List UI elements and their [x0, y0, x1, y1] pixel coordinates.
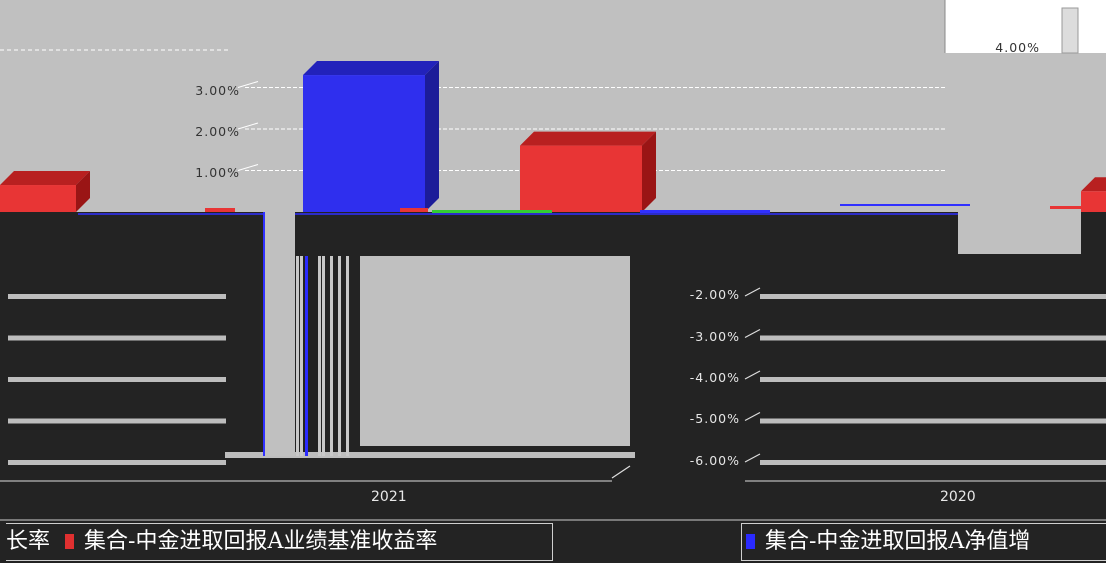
- legend-left-text: 长率: [6, 529, 51, 554]
- gridline: [8, 377, 226, 382]
- gridline: [760, 335, 1106, 341]
- gridline: [760, 418, 1106, 424]
- bar-small-blue: [840, 204, 970, 206]
- inset-bar: [1061, 7, 1079, 54]
- bar-left-benchmark-top: [0, 171, 90, 186]
- tick-mark: [744, 453, 761, 463]
- legend-series-label: 集合-中金进取回报A业绩基准收益率: [84, 529, 438, 554]
- bar-stripe: [305, 256, 308, 456]
- y-tick-label: 1.00%: [195, 165, 240, 180]
- bar-small-red: [205, 208, 235, 212]
- gridline: [8, 418, 226, 424]
- legend-left: 长率 集合-中金进取回报A业绩基准收益率: [6, 523, 553, 561]
- bar-small-blue: [640, 210, 770, 213]
- zero-band: [958, 212, 1081, 254]
- y-tick-label: 4.00%: [995, 40, 1040, 55]
- tick-mark: [237, 122, 259, 130]
- bar-small-red: [400, 208, 428, 212]
- bar-stripe: [338, 256, 341, 456]
- tick-mark: [744, 370, 761, 380]
- legend-series-label: 集合-中金进取回报A净值增: [765, 529, 1031, 554]
- gridline: [760, 294, 1106, 299]
- floor-line: [225, 452, 635, 458]
- zero-band: [78, 214, 264, 254]
- tick-mark: [237, 81, 259, 88]
- bar-small-red: [1050, 206, 1106, 209]
- bar-stripe: [330, 256, 333, 456]
- y-tick-label: -5.00%: [689, 411, 740, 426]
- gridline: [760, 377, 1106, 382]
- bar-small-green: [432, 210, 552, 213]
- bar-2021-benchmark-top: [520, 131, 656, 146]
- bar-2020-benchmark-top: [1081, 177, 1106, 192]
- y-tick-label: -6.00%: [689, 453, 740, 468]
- bar-2021-benchmark-side: [642, 131, 656, 212]
- top-right-inset: [945, 0, 1106, 53]
- y-tick-label: -4.00%: [689, 370, 740, 385]
- tick-mark: [237, 164, 259, 171]
- bar-2021-nav: [303, 75, 425, 212]
- legend-right: 集合-中金进取回报A净值增: [741, 523, 1106, 561]
- y-tick-label: -3.00%: [689, 329, 740, 344]
- bar-stripe: [265, 212, 295, 456]
- gridline: [8, 294, 226, 299]
- x-tick-label: 2021: [371, 489, 407, 505]
- bar-stripe: [300, 256, 303, 456]
- bar-stripe: [263, 212, 265, 456]
- legend-swatch-red: [65, 534, 75, 549]
- tick-mark: [744, 328, 761, 339]
- y-tick-label: -2.00%: [689, 287, 740, 302]
- bar-stripe: [346, 256, 349, 456]
- gridline: [760, 460, 1106, 465]
- gridline: [8, 460, 226, 465]
- bar-stripe: [318, 256, 321, 456]
- zero-band: [425, 214, 958, 254]
- bar-2021-nav-top: [303, 61, 439, 76]
- tick-mark: [744, 411, 761, 422]
- bar-left-benchmark: [0, 185, 76, 212]
- bar-2021-benchmark: [520, 145, 642, 212]
- bar-2021-nav-side: [425, 61, 439, 212]
- bar-left-benchmark-side: [76, 171, 90, 212]
- tick-mark: [611, 465, 631, 479]
- x-tick-label: 2020: [940, 489, 976, 505]
- gridline: [8, 335, 226, 341]
- floor-panel: [360, 256, 630, 446]
- tick-mark: [744, 287, 761, 297]
- y-tick-label: 3.00%: [195, 83, 240, 98]
- legend-swatch-blue: [746, 534, 755, 549]
- bar-stripe: [322, 256, 325, 456]
- bar-stripe: [296, 256, 299, 456]
- y-tick-label: 2.00%: [195, 124, 240, 139]
